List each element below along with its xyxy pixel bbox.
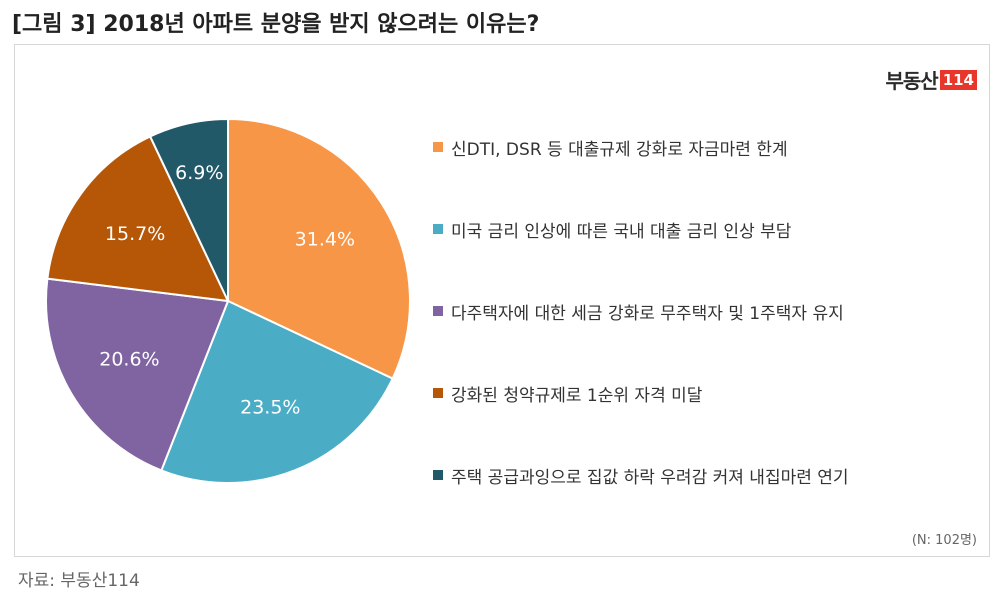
sample-size-note: (N: 102명) xyxy=(911,533,977,548)
legend-item: 주택 공급과잉으로 집값 하락 우려감 커져 내집마련 연기 xyxy=(433,465,983,488)
logo-number: 114 xyxy=(939,69,977,90)
source-note: 자료: 부동산114 xyxy=(18,571,140,591)
brand-logo: 부동산 114 xyxy=(885,65,977,94)
legend-item: 신DTI, DSR 등 대출규제 강화로 자금마련 한계 xyxy=(433,137,983,160)
legend-label: 다주택자에 대한 세금 강화로 무주택자 및 1주택자 유지 xyxy=(451,303,844,324)
legend-swatch xyxy=(433,142,443,152)
logo-text: 부동산 xyxy=(885,69,938,93)
legend-swatch xyxy=(433,306,443,316)
legend-item: 강화된 청약규제로 1순위 자격 미달 xyxy=(433,383,983,406)
legend-item: 미국 금리 인상에 따른 국내 대출 금리 인상 부담 xyxy=(433,219,983,242)
pie-slice xyxy=(227,117,411,380)
legend-label: 주택 공급과잉으로 집값 하락 우려감 커져 내집마련 연기 xyxy=(451,467,849,488)
pie-slice xyxy=(160,299,394,484)
slice-value-label: 23.5% xyxy=(240,397,300,419)
figure-title: [그림 3] 2018년 아파트 분양을 받지 않으려는 이유는? xyxy=(12,12,540,37)
slice-value-label: 31.4% xyxy=(295,229,355,251)
legend-swatch xyxy=(433,470,443,480)
legend-swatch xyxy=(433,224,443,234)
legend-item: 다주택자에 대한 세금 강화로 무주택자 및 1주택자 유지 xyxy=(433,301,983,324)
legend-label: 신DTI, DSR 등 대출규제 강화로 자금마련 한계 xyxy=(451,139,788,160)
pie-slice xyxy=(46,135,230,303)
legend-swatch xyxy=(433,388,443,398)
pie-chart: 31.4% 23.5% 20.6% 15.7% 6.9% xyxy=(45,117,411,484)
legend-label: 미국 금리 인상에 따른 국내 대출 금리 인상 부담 xyxy=(451,221,792,242)
chart-panel: 부동산 114 31.4% 23.5% 20.6% 15.7% 6.9% 신DTI, D… xyxy=(14,44,990,557)
chart-legend: 신DTI, DSR 등 대출규제 강화로 자금마련 한계 미국 금리 인상에 따… xyxy=(433,137,983,547)
pie-slice xyxy=(45,277,230,472)
slice-value-label: 20.6% xyxy=(99,349,159,371)
pie-slice xyxy=(148,117,229,302)
slice-value-label: 15.7% xyxy=(105,223,165,245)
legend-label: 강화된 청약규제로 1순위 자격 미달 xyxy=(451,385,703,406)
slice-value-label: 6.9% xyxy=(175,162,223,184)
